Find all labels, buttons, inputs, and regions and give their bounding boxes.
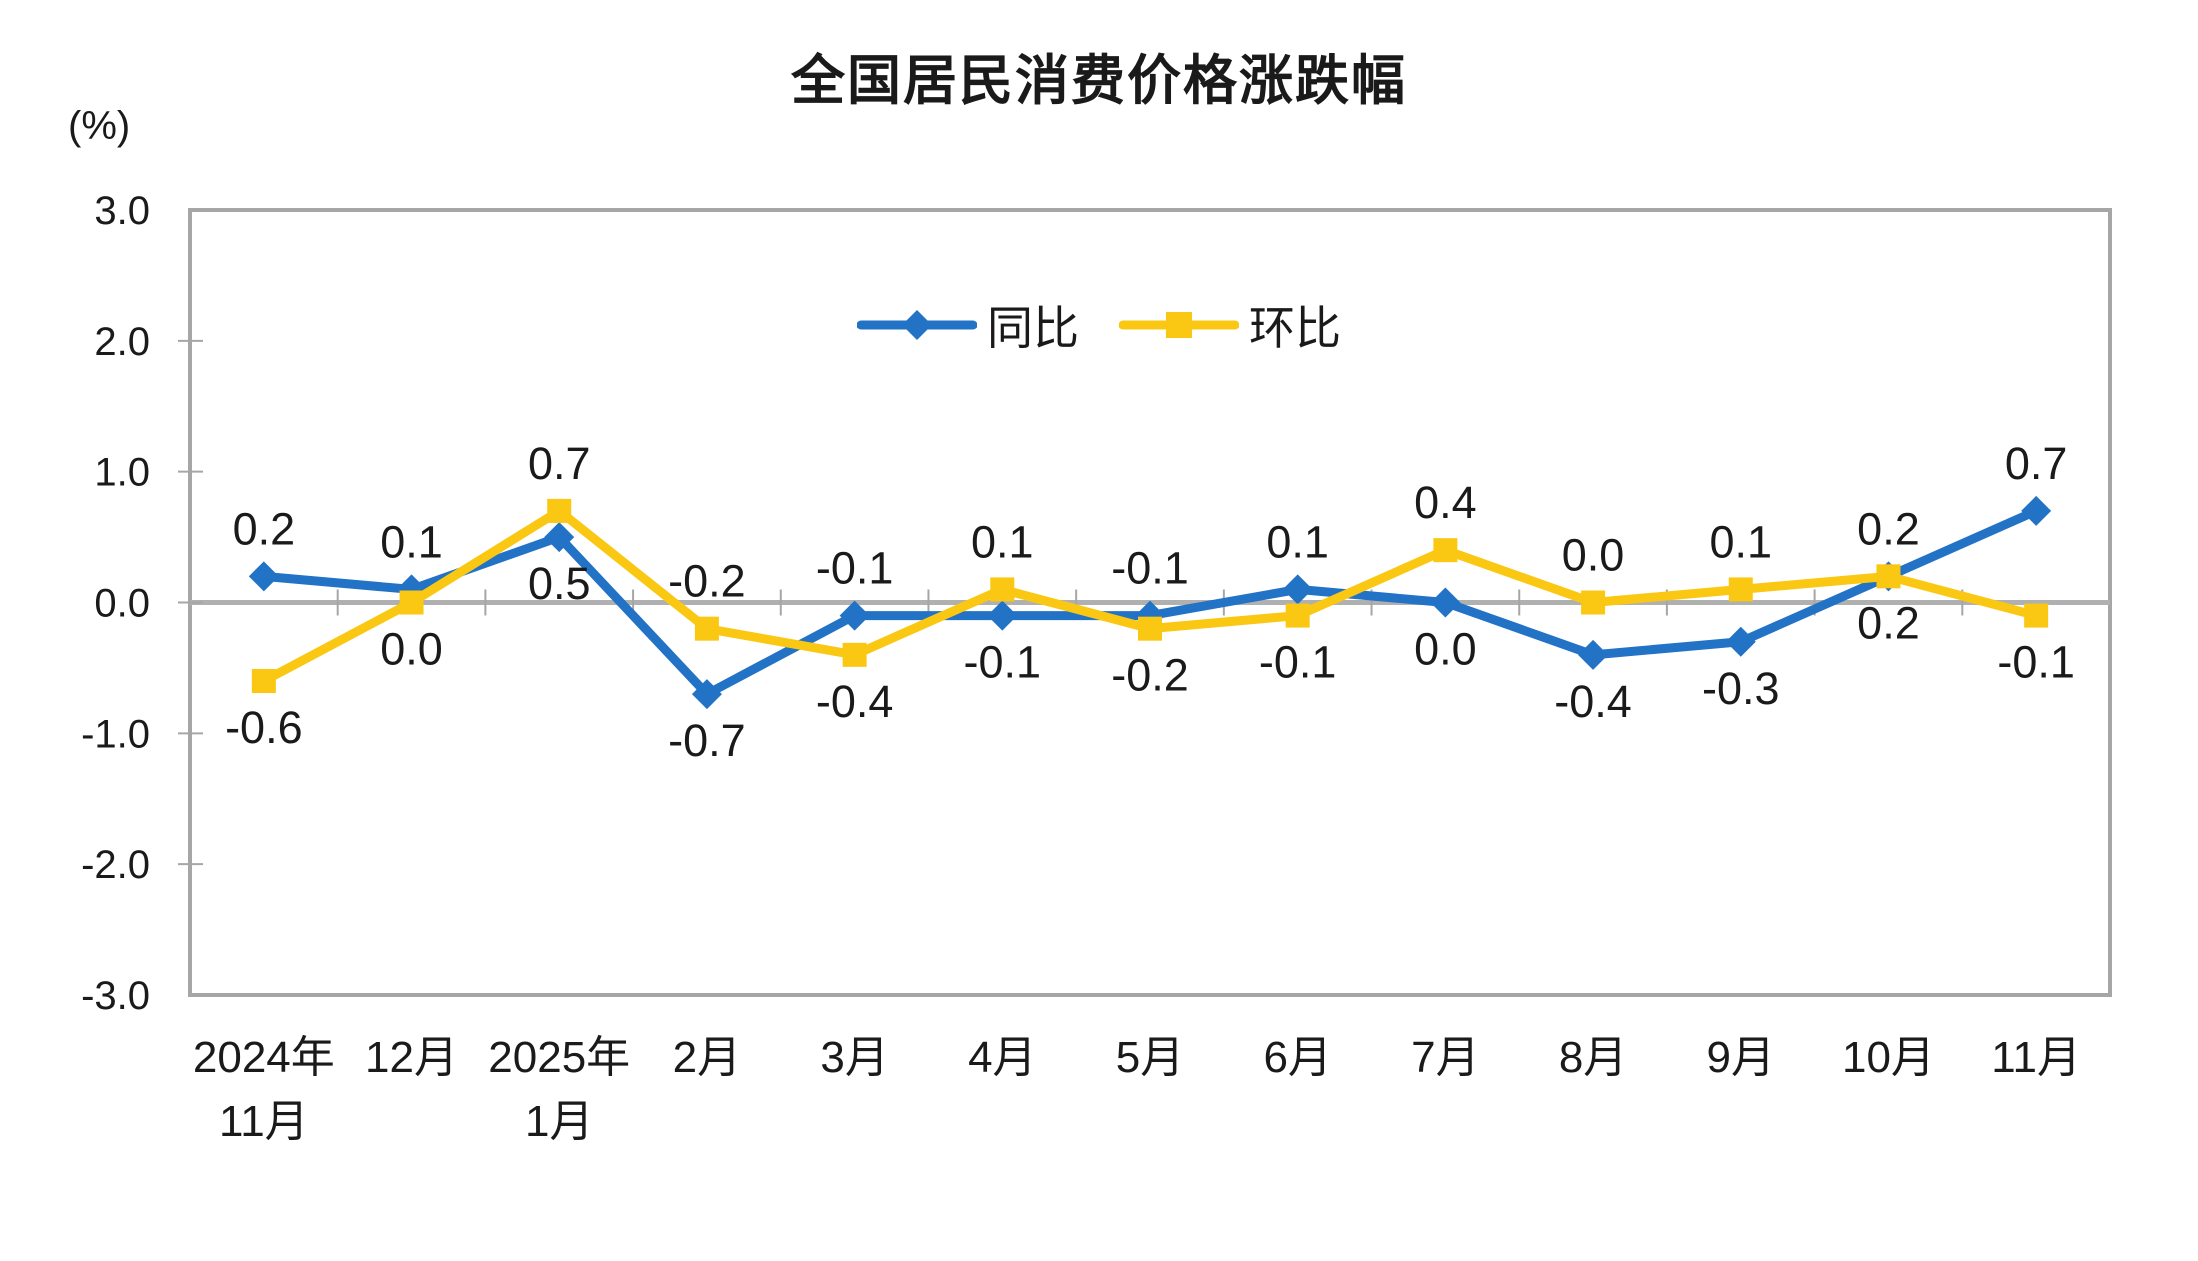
data-label: 0.2	[233, 503, 296, 554]
x-tick-label: 3月	[820, 1033, 888, 1082]
data-label: 0.0	[380, 624, 443, 675]
data-label: 0.1	[971, 516, 1034, 567]
x-tick-label: 9月	[1707, 1033, 1775, 1082]
x-tick-label: 11月	[219, 1097, 309, 1146]
mom-data-point	[1138, 616, 1162, 641]
chart-title: 全国居民消费价格涨跌幅	[791, 51, 1407, 111]
data-label: -0.1	[816, 543, 894, 594]
y-tick-label: 2.0	[94, 320, 150, 364]
x-tick-label: 2025年	[488, 1033, 630, 1082]
yoy-data-point	[839, 600, 870, 631]
y-tick-label: -3.0	[81, 974, 150, 1018]
x-tick-label: 7月	[1411, 1033, 1479, 1082]
yoy-data-point	[691, 679, 722, 710]
mom-data-point	[1876, 564, 1901, 589]
data-label: 0.7	[528, 438, 591, 489]
x-tick-label: 5月	[1116, 1033, 1184, 1082]
data-label: -0.4	[816, 676, 894, 727]
mom-data-point	[694, 616, 719, 641]
yoy-data-point	[1282, 574, 1313, 605]
yoy-data-point	[1725, 626, 1756, 657]
x-tick-label: 11月	[1991, 1033, 2081, 1082]
legend-label-mom: 环比	[1249, 301, 1341, 354]
data-label: -0.3	[1702, 663, 1780, 714]
data-label: -0.4	[1554, 676, 1632, 727]
data-label: 0.7	[2005, 438, 2068, 489]
legend-item-yoy: 同比	[856, 301, 1079, 354]
mom-line-square-icon	[1118, 302, 1240, 353]
data-label: -0.1	[1259, 637, 1337, 688]
data-label: -0.1	[1111, 543, 1189, 594]
data-label: -0.2	[1111, 650, 1189, 701]
data-label: 0.2	[1857, 597, 1920, 648]
x-tick-label: 10月	[1842, 1033, 1935, 1082]
legend-label-yoy: 同比	[987, 301, 1079, 354]
mom-data-point	[842, 642, 867, 667]
y-axis-unit-label: (%)	[68, 104, 131, 148]
data-label: 0.5	[528, 558, 591, 609]
yoy-data-point	[2021, 495, 2052, 526]
mom-data-point	[1581, 590, 1606, 615]
yoy-data-point	[1430, 587, 1461, 618]
data-label: 0.1	[1709, 516, 1772, 567]
data-label: 0.4	[1414, 477, 1477, 528]
chart-legend: 同比 环比	[856, 301, 1341, 354]
data-label: -0.1	[1997, 637, 2075, 688]
data-label: 0.0	[1562, 530, 1625, 581]
y-tick-label: 1.0	[94, 451, 150, 495]
x-tick-label: 2024年	[193, 1033, 335, 1082]
data-label: 0.1	[1266, 516, 1329, 567]
x-tick-label: 6月	[1263, 1033, 1331, 1082]
data-label: -0.1	[964, 637, 1042, 688]
y-tick-label: 3.0	[94, 189, 150, 233]
data-label: -0.2	[668, 556, 746, 607]
mom-data-point	[547, 498, 572, 523]
mom-data-point	[251, 669, 276, 693]
yoy-data-point	[544, 522, 575, 553]
mom-data-point	[1285, 603, 1310, 628]
mom-data-point	[2024, 603, 2049, 628]
mom-data-point	[1728, 577, 1753, 602]
mom-data-point	[1433, 538, 1458, 563]
yoy-data-point	[1578, 639, 1609, 670]
data-label: -0.7	[668, 715, 746, 766]
y-tick-label: 0.0	[94, 582, 150, 626]
x-tick-label: 8月	[1559, 1033, 1627, 1082]
mom-data-point	[399, 590, 424, 615]
yoy-data-point	[987, 600, 1018, 631]
yoy-line-diamond-icon	[856, 302, 978, 353]
x-tick-label: 12月	[365, 1033, 458, 1082]
y-tick-label: -1.0	[81, 712, 150, 756]
y-tick-label: -2.0	[81, 843, 150, 887]
mom-data-point	[990, 577, 1015, 602]
yoy-data-point	[248, 561, 279, 592]
legend-item-mom: 环比	[1118, 301, 1341, 354]
data-label: 0.0	[1414, 624, 1477, 675]
data-label: -0.6	[225, 702, 303, 753]
x-tick-label: 1月	[525, 1097, 593, 1146]
data-label: 0.2	[1857, 503, 1920, 554]
x-tick-label: 4月	[968, 1033, 1036, 1082]
data-label: 0.1	[380, 516, 443, 567]
x-tick-label: 2月	[673, 1033, 741, 1082]
